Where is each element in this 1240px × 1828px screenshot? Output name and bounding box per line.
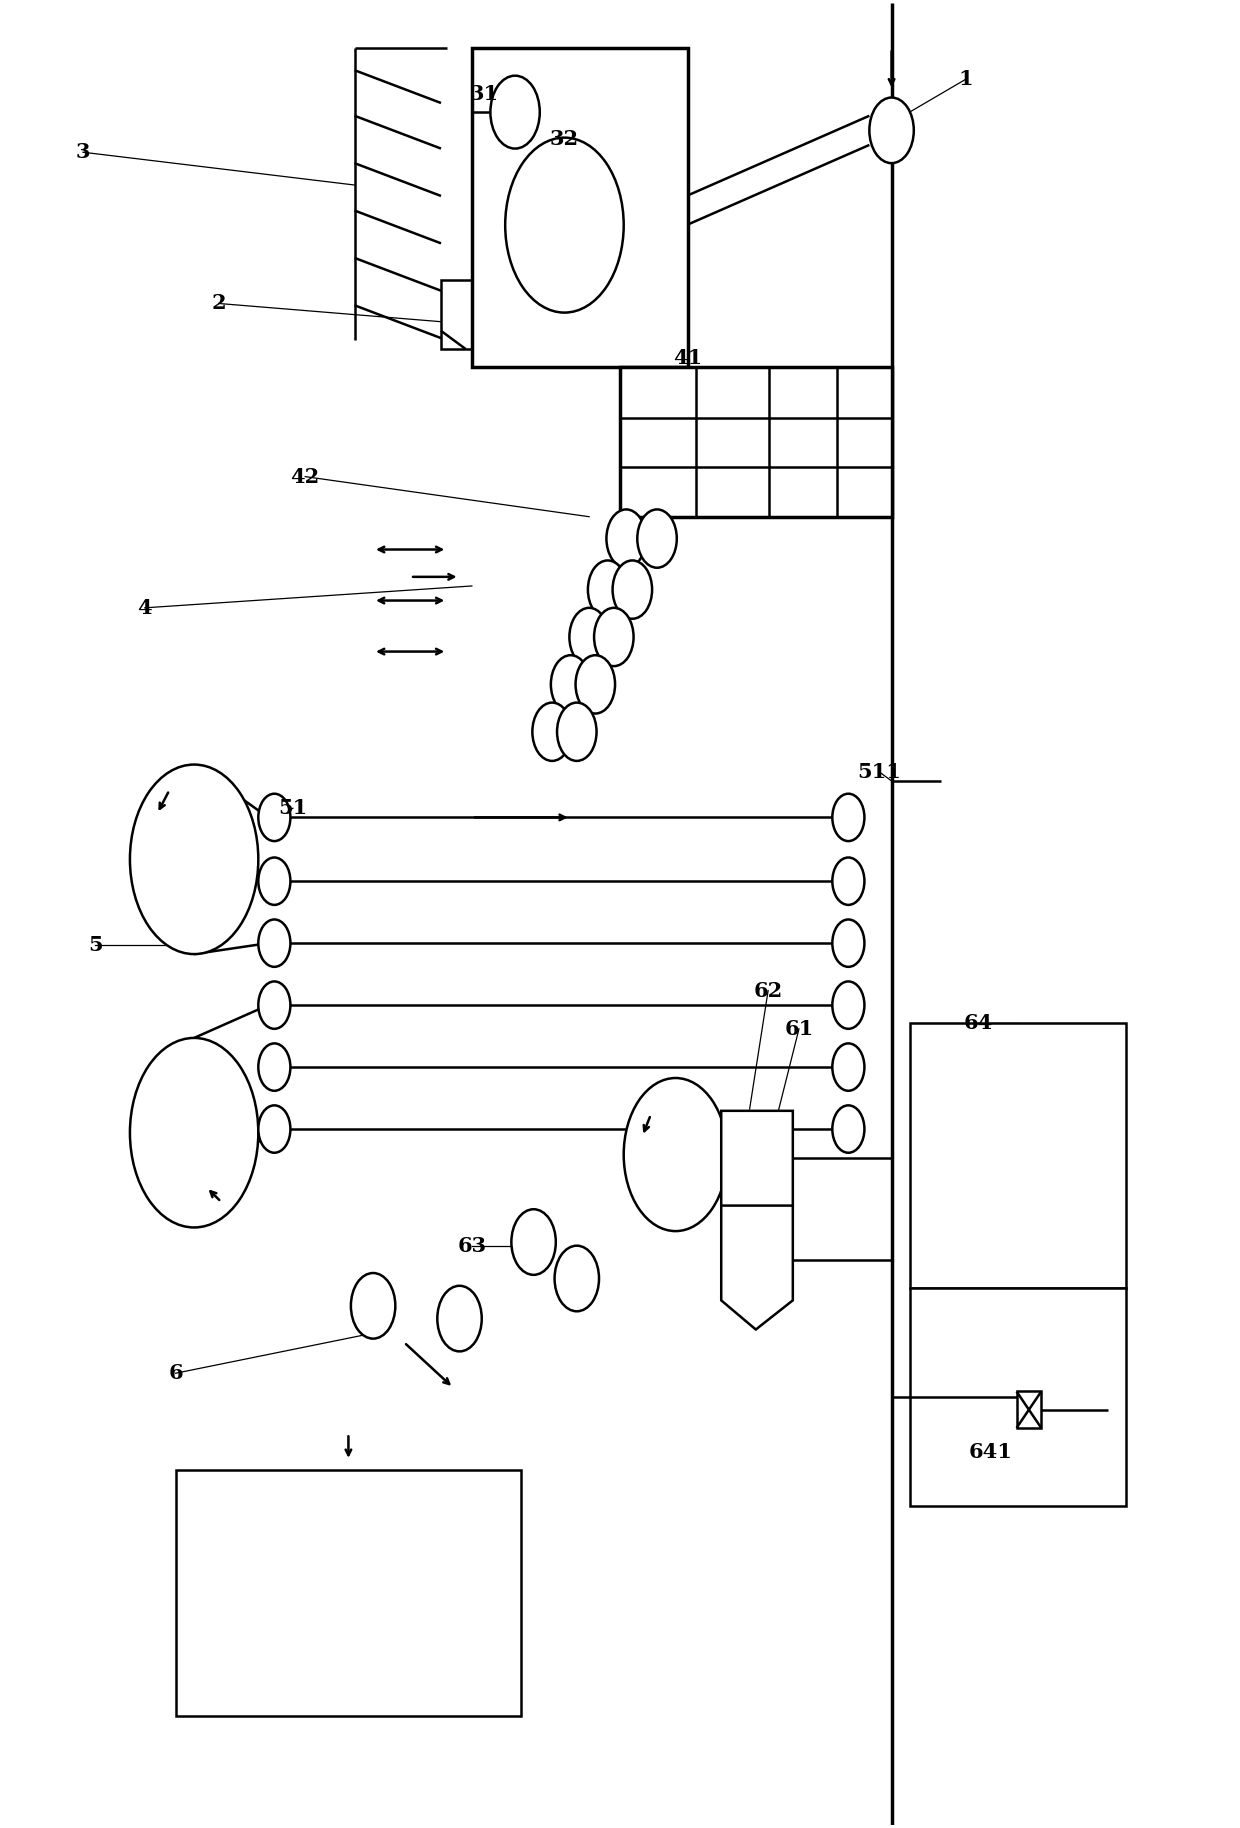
Bar — [176, 1470, 521, 1716]
Circle shape — [637, 510, 677, 569]
Text: 6: 6 — [169, 1364, 184, 1384]
Bar — [441, 280, 508, 349]
Circle shape — [130, 1038, 258, 1227]
Circle shape — [438, 1285, 482, 1351]
Circle shape — [869, 97, 914, 163]
Text: 4: 4 — [138, 598, 153, 618]
Text: 511: 511 — [857, 762, 901, 782]
Circle shape — [554, 1245, 599, 1311]
Circle shape — [832, 793, 864, 841]
Circle shape — [258, 1106, 290, 1153]
Bar — [1017, 1391, 1042, 1428]
Text: 2: 2 — [212, 294, 226, 313]
Circle shape — [832, 919, 864, 967]
Bar — [472, 48, 688, 367]
Circle shape — [130, 764, 258, 954]
Circle shape — [505, 137, 624, 313]
Text: 1: 1 — [959, 69, 973, 90]
Circle shape — [351, 1272, 396, 1338]
Circle shape — [606, 510, 646, 569]
Circle shape — [258, 1044, 290, 1091]
Text: 31: 31 — [470, 84, 498, 104]
Circle shape — [588, 561, 627, 618]
Circle shape — [624, 1079, 728, 1230]
Text: 32: 32 — [549, 130, 579, 150]
Circle shape — [832, 1106, 864, 1153]
Bar — [910, 1024, 1126, 1287]
Text: 5: 5 — [88, 934, 103, 954]
Polygon shape — [722, 1111, 792, 1232]
Circle shape — [594, 609, 634, 665]
Text: 51: 51 — [278, 799, 308, 819]
Circle shape — [258, 857, 290, 905]
Circle shape — [551, 654, 590, 713]
Circle shape — [557, 702, 596, 760]
Polygon shape — [722, 1206, 792, 1329]
Circle shape — [532, 702, 572, 760]
Circle shape — [258, 982, 290, 1029]
Text: 42: 42 — [290, 466, 320, 486]
Text: 63: 63 — [458, 1236, 486, 1256]
Circle shape — [575, 654, 615, 713]
Circle shape — [258, 919, 290, 967]
Circle shape — [832, 1044, 864, 1091]
Text: 641: 641 — [968, 1442, 1012, 1462]
Circle shape — [490, 75, 539, 148]
Text: 61: 61 — [785, 1018, 813, 1038]
Text: 3: 3 — [76, 143, 91, 163]
Circle shape — [832, 857, 864, 905]
Circle shape — [569, 609, 609, 665]
Bar — [620, 367, 892, 517]
Circle shape — [258, 793, 290, 841]
Text: 62: 62 — [754, 980, 782, 1000]
Text: 64: 64 — [963, 1013, 992, 1033]
Bar — [910, 1287, 1126, 1506]
Circle shape — [511, 1210, 556, 1274]
Circle shape — [832, 982, 864, 1029]
Text: 41: 41 — [673, 347, 703, 367]
Circle shape — [613, 561, 652, 618]
